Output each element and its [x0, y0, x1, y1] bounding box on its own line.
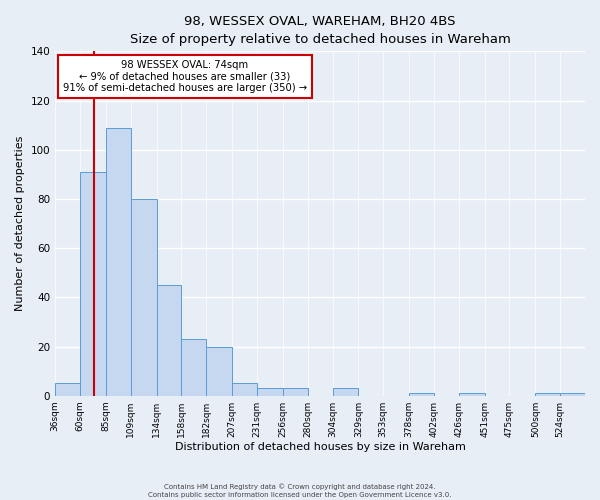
- Bar: [409, 393, 434, 396]
- Title: 98, WESSEX OVAL, WAREHAM, BH20 4BS
Size of property relative to detached houses : 98, WESSEX OVAL, WAREHAM, BH20 4BS Size …: [130, 15, 511, 46]
- Bar: [157, 285, 181, 396]
- Y-axis label: Number of detached properties: Number of detached properties: [15, 136, 25, 311]
- Text: 98 WESSEX OVAL: 74sqm
← 9% of detached houses are smaller (33)
91% of semi-detac: 98 WESSEX OVAL: 74sqm ← 9% of detached h…: [63, 60, 307, 93]
- Bar: [206, 346, 232, 396]
- Bar: [181, 339, 206, 396]
- Bar: [106, 128, 131, 396]
- Bar: [55, 384, 80, 396]
- Bar: [560, 393, 585, 396]
- Bar: [232, 384, 257, 396]
- Text: Contains HM Land Registry data © Crown copyright and database right 2024.
Contai: Contains HM Land Registry data © Crown c…: [148, 484, 452, 498]
- Bar: [257, 388, 283, 396]
- Bar: [80, 172, 106, 396]
- Bar: [332, 388, 358, 396]
- X-axis label: Distribution of detached houses by size in Wareham: Distribution of detached houses by size …: [175, 442, 466, 452]
- Bar: [535, 393, 560, 396]
- Bar: [459, 393, 485, 396]
- Bar: [283, 388, 308, 396]
- Bar: [131, 199, 157, 396]
